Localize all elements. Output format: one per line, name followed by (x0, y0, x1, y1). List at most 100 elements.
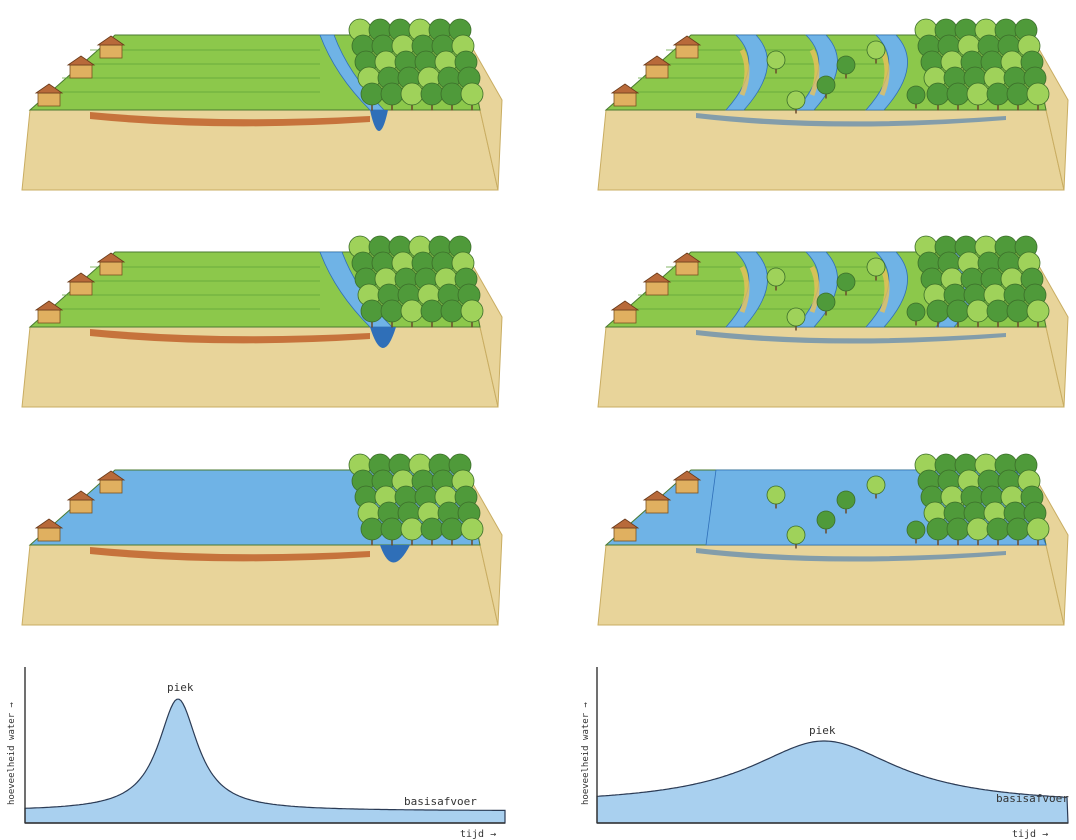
block-diagram (597, 18, 1069, 191)
braided-channel (865, 251, 908, 328)
x-axis-label: tijd → (460, 829, 496, 840)
tree-crown (966, 517, 990, 541)
tree-crown (786, 90, 806, 110)
tree-crown (766, 50, 786, 70)
tree-crown (836, 490, 856, 510)
tree-crown (1006, 299, 1030, 323)
peak-label: piek (809, 724, 836, 737)
tree-crown (986, 299, 1010, 323)
tree-crown (866, 475, 886, 495)
tree-crown (966, 299, 990, 323)
farmhouse-roof (642, 55, 672, 66)
tree-crown (1006, 82, 1030, 106)
farmhouse-roof (610, 83, 640, 94)
farmhouse (37, 527, 61, 542)
block-diagram (21, 453, 503, 626)
tree-crown (440, 299, 464, 323)
y-axis-label: hoeveelheid water → (7, 701, 17, 805)
tree-crown (986, 82, 1010, 106)
farmhouse-roof (642, 490, 672, 501)
tree-crown (836, 55, 856, 75)
farmhouse (37, 309, 61, 324)
tree-crown (816, 75, 836, 95)
tree-crown (786, 525, 806, 545)
farmhouse (675, 479, 699, 494)
tree-crown (906, 85, 926, 105)
tree-crown (866, 40, 886, 60)
tree-crown (926, 82, 950, 106)
tree-crown (946, 517, 970, 541)
base-label: basisafvoer (996, 792, 1069, 805)
tree-crown (460, 517, 484, 541)
tree-crown (946, 82, 970, 106)
block-diagram (597, 453, 1069, 626)
braided-channel (725, 251, 768, 328)
farmhouse-roof (672, 252, 702, 263)
river-channel (370, 327, 396, 348)
hydrograph-left-area (24, 698, 506, 824)
tree-crown (1026, 517, 1050, 541)
tree-crown (420, 299, 444, 323)
farmhouse (675, 44, 699, 59)
block-diagram (597, 235, 1069, 408)
tree-crown (420, 517, 444, 541)
hydrograph-right-area (596, 740, 1069, 824)
braided-channel (865, 34, 908, 111)
base-label: basisafvoer (404, 795, 477, 808)
groundwater-layer (696, 113, 1006, 127)
tree-crown (816, 292, 836, 312)
farmhouse-roof (34, 83, 64, 94)
tree-crown (440, 82, 464, 106)
farmhouse (69, 499, 93, 514)
hydrograph-left-svg: piek basisafvoer hoeveelheid water → tij… (7, 667, 506, 840)
hydrograph-right-svg: piek basisafvoer hoeveelheid water → tij… (581, 667, 1069, 840)
tree-crown (380, 299, 404, 323)
landscape-wet-natural (586, 222, 1076, 412)
farmhouse (613, 309, 637, 324)
tree-crown (766, 485, 786, 505)
farmhouse-roof (66, 272, 96, 283)
tree-crown (1026, 82, 1050, 106)
tree-crown (906, 302, 926, 322)
tree-crown (1006, 517, 1030, 541)
block-diagram (21, 18, 503, 191)
tree-crown (906, 520, 926, 540)
tree-crown (816, 510, 836, 530)
tree-crown (926, 299, 950, 323)
farmhouse-roof (34, 300, 64, 311)
farmhouse (37, 92, 61, 107)
clay-layer (90, 112, 370, 127)
river-channel (380, 545, 410, 563)
tree-crown (420, 82, 444, 106)
farmhouse (99, 261, 123, 276)
hydrograph-right: piek basisafvoer hoeveelheid water → tij… (572, 655, 1076, 840)
farmhouse-roof (66, 490, 96, 501)
farmhouse-roof (672, 35, 702, 46)
landscape-dry-natural (586, 5, 1076, 195)
clay-layer (90, 329, 370, 344)
braided-channel (725, 34, 768, 111)
farmhouse (675, 261, 699, 276)
farmhouse (99, 44, 123, 59)
tree-crown (360, 82, 384, 106)
sandbar (809, 48, 820, 96)
farmhouse (613, 92, 637, 107)
sandbar (739, 48, 750, 96)
farmhouse (69, 64, 93, 79)
tree-crown (866, 257, 886, 277)
farmhouse-roof (672, 470, 702, 481)
river-channel (370, 110, 388, 131)
landscape-dry-channelized (10, 5, 510, 195)
tree-crown (766, 267, 786, 287)
farmhouse-roof (610, 300, 640, 311)
farmhouse (645, 64, 669, 79)
tree-crown (786, 307, 806, 327)
tree-crown (460, 299, 484, 323)
tree-crown (400, 517, 424, 541)
peak-label: piek (167, 681, 194, 694)
farmhouse-roof (96, 35, 126, 46)
groundwater-layer (696, 330, 1006, 344)
tree-crown (400, 299, 424, 323)
tree-crown (440, 517, 464, 541)
y-axis-label: hoeveelheid water → (581, 701, 591, 805)
